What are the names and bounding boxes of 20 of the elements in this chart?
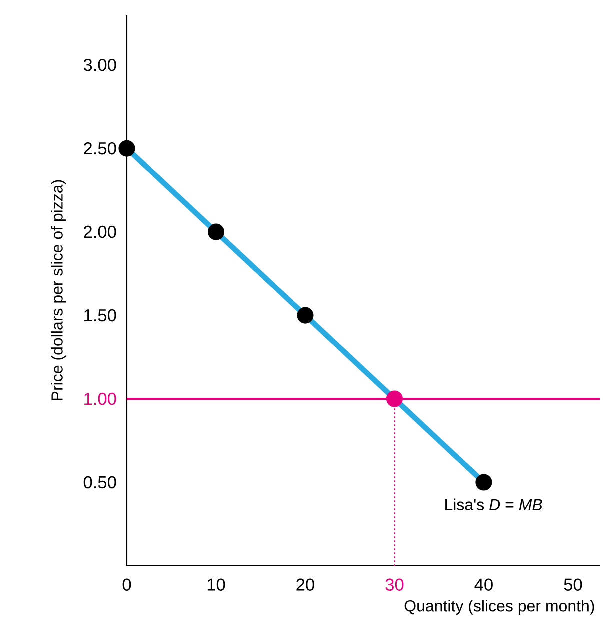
y-tick-label: 1.50 bbox=[84, 309, 116, 322]
x-tick-label: 10 bbox=[208, 578, 226, 591]
y-tick-label: 2.00 bbox=[84, 226, 116, 238]
point bbox=[476, 474, 492, 491]
x-tick-label: 50 bbox=[564, 578, 582, 591]
y-tick-label: 0.50 bbox=[84, 476, 116, 489]
y-tick-label: 3.00 bbox=[84, 58, 116, 72]
x-tick-label: 40 bbox=[474, 578, 493, 591]
y-tick-label: 2.50 bbox=[84, 142, 116, 155]
point bbox=[118, 140, 136, 157]
point bbox=[386, 390, 403, 408]
annotation: Lisa's D = MB bbox=[446, 498, 542, 511]
x-axis-title: Quantity (slices per month) bbox=[404, 600, 594, 615]
point bbox=[297, 307, 314, 324]
x-tick-label: 0 bbox=[122, 578, 132, 591]
point bbox=[208, 224, 225, 240]
y-axis-title: Price (dollars per slice of pizza) bbox=[51, 180, 66, 400]
x-tick-label: 30 bbox=[386, 578, 404, 591]
x-tick-label: 20 bbox=[296, 578, 314, 591]
y-tick-label: 1.00 bbox=[84, 392, 116, 406]
